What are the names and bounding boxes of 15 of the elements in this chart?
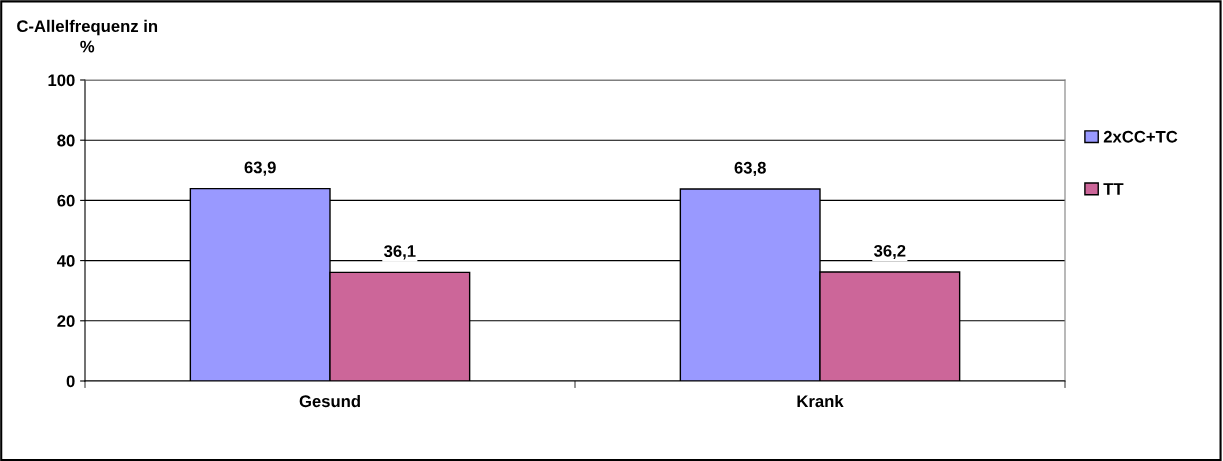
legend-label: 2xCC+TC [1103, 130, 1178, 143]
legend-label: TT [1103, 183, 1124, 195]
y-tick-label: 20 [57, 315, 75, 327]
y-tick-label: 40 [56, 255, 75, 267]
data-label: 36,1 [383, 245, 416, 260]
x-tick-label: Krank [797, 394, 844, 408]
data-label: 63,8 [734, 161, 766, 177]
y-tick-label: 100 [48, 74, 75, 87]
data-label: 36,2 [873, 244, 906, 260]
data-label: 63,9 [244, 161, 276, 176]
y-tick-label: 0 [66, 375, 75, 388]
x-tick-label: Gesund [299, 394, 360, 408]
y-axis-title: C-Allelfrequenz in % [17, 19, 158, 53]
y-tick-label: 80 [57, 134, 75, 147]
y-tick-label: 60 [57, 194, 75, 207]
